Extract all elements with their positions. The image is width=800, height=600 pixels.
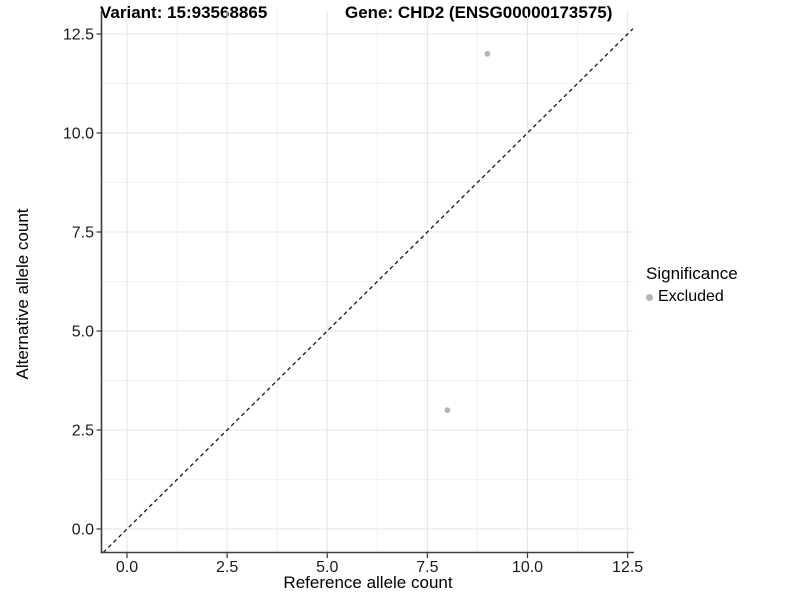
x-tick-label: 10.0 — [512, 559, 543, 576]
x-tick-label: 12.5 — [612, 559, 643, 576]
legend: Significance Excluded — [646, 264, 738, 306]
legend-title: Significance — [646, 264, 738, 283]
y-tick-label: 12.5 — [63, 27, 94, 44]
gene-title: Gene: CHD2 (ENSG00000173575) — [345, 3, 613, 22]
legend-item-excluded: Excluded — [646, 288, 738, 306]
identity-line — [102, 28, 634, 553]
y-tick-label: 10.0 — [63, 126, 94, 143]
y-tick-label: 7.5 — [72, 225, 94, 242]
y-tick-label: 0.0 — [72, 522, 94, 539]
x-tick-label: 7.5 — [416, 559, 438, 576]
y-tick-label: 5.0 — [72, 324, 94, 341]
data-point — [444, 407, 451, 414]
x-tick-label: 0.0 — [116, 559, 138, 576]
x-tick-label: 2.5 — [216, 559, 238, 576]
data-point — [484, 50, 491, 57]
x-axis-title: Reference allele count — [283, 573, 453, 592]
excluded-point-icon — [646, 293, 653, 301]
x-tick-label: 5.0 — [316, 559, 338, 576]
variant-title: Variant: 15:93568865 — [100, 3, 268, 22]
y-axis-title: Alternative allele count — [13, 208, 32, 380]
legend-item-label: Excluded — [658, 288, 724, 305]
y-tick-label: 2.5 — [72, 423, 94, 440]
